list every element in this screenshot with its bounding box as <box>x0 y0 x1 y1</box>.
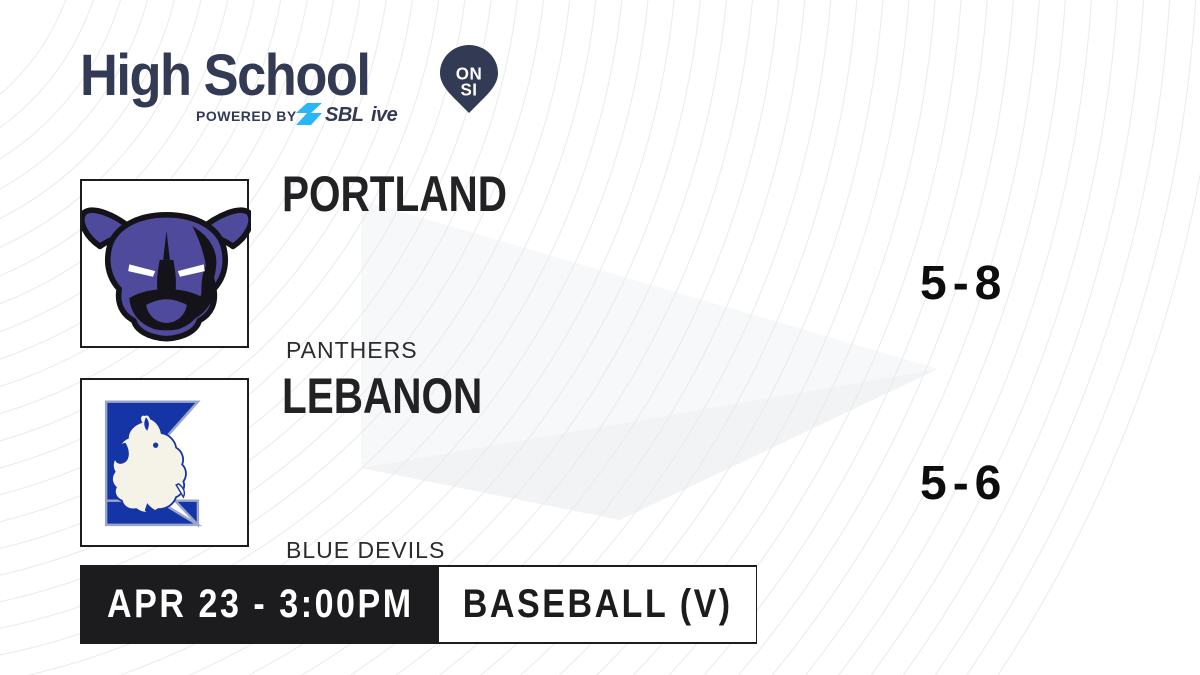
svg-text:SBL: SBL <box>325 104 364 126</box>
svg-text:ive: ive <box>371 104 398 126</box>
svg-text:SI: SI <box>460 79 477 99</box>
